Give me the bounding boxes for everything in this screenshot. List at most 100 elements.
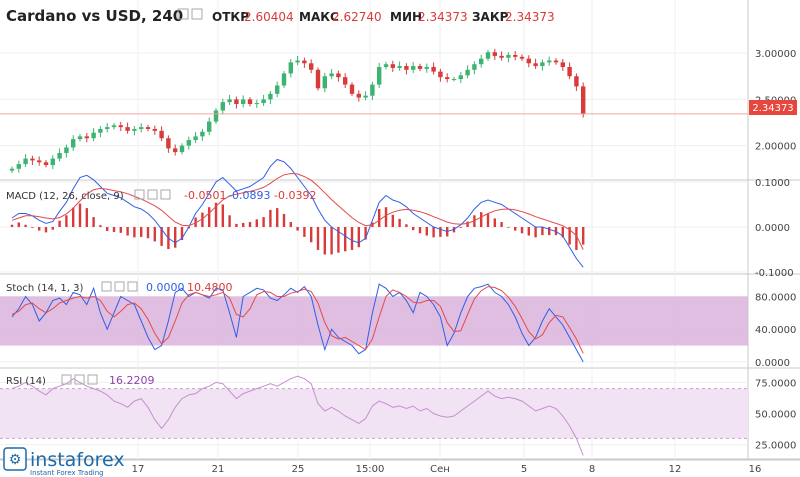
macd-histogram-bar [548, 227, 551, 236]
macd-histogram-bar [72, 207, 75, 227]
macd-histogram-bar [242, 222, 245, 227]
macd-histogram-bar [507, 227, 510, 228]
candle-body [309, 63, 314, 70]
macd-histogram-bar [17, 222, 20, 227]
macd-histogram-bar [412, 227, 415, 231]
macd-histogram-bar [208, 207, 211, 227]
macd-histogram-bar [58, 220, 61, 227]
candle-body [288, 62, 293, 74]
macd-histogram-bar [310, 227, 313, 243]
macd-histogram-bar [160, 227, 163, 246]
candle-body [254, 103, 259, 105]
candle-body [581, 86, 586, 115]
candle-body [105, 127, 110, 129]
stoch-band [0, 296, 748, 346]
macd-histogram-bar [541, 227, 544, 236]
candle-body [356, 93, 361, 98]
candle-body [329, 73, 334, 77]
x-tick-label: 16 [749, 464, 762, 475]
macd-histogram-bar [255, 219, 258, 227]
macd-histogram-bar [269, 209, 272, 227]
macd-histogram-bar [235, 223, 238, 227]
macd-histogram-bar [480, 212, 483, 227]
macd-histogram-bar [405, 224, 408, 227]
macd-histogram-bar [350, 227, 354, 250]
candle-body [118, 125, 123, 128]
rsi-band [0, 388, 748, 439]
x-tick-label: 21 [212, 464, 225, 475]
macd-histogram-bar [10, 224, 14, 227]
x-tick-label: 8 [589, 464, 595, 475]
candle-body [166, 138, 171, 149]
macd-histogram-bar [418, 227, 422, 234]
candle-body [152, 128, 157, 131]
macd-histogram-bar [364, 227, 367, 240]
candle-body [91, 132, 96, 139]
candle-body [553, 60, 559, 63]
candle-body [145, 127, 151, 129]
macd-histogram-bar [221, 204, 224, 227]
macd-histogram-bar [357, 227, 360, 248]
stoch-k-line [11, 283, 584, 363]
candle-body [71, 139, 76, 148]
candle-body [268, 93, 273, 100]
candle-body [322, 76, 327, 89]
macd-histogram-bar [432, 227, 435, 238]
stoch-d-line [11, 286, 584, 354]
macd-histogram-bar [384, 207, 388, 227]
candle-body [50, 158, 55, 166]
macd-histogram-bar [276, 208, 279, 227]
candle-body [540, 62, 545, 67]
macd-histogram-bar [391, 214, 394, 227]
candle-body [98, 128, 103, 133]
macd-histogram-bar [112, 227, 116, 232]
candle-body [247, 99, 253, 104]
x-tick-label: 12 [669, 464, 682, 475]
macd-histogram-bar [106, 227, 109, 232]
macd-histogram-bar [99, 225, 102, 227]
macd-histogram-bar [24, 224, 27, 227]
candle-body [275, 85, 280, 94]
candle-body [506, 54, 511, 58]
macd-histogram-bar [38, 227, 41, 231]
x-tick-label: 17 [132, 464, 145, 475]
macd-histogram-bar [174, 227, 177, 248]
macd-histogram-bar [262, 217, 265, 227]
candle-body [16, 164, 21, 169]
macd-histogram-bar [330, 227, 333, 255]
macd-histogram-bar [500, 222, 503, 227]
macd-histogram-bar [459, 227, 462, 228]
candle-body [411, 66, 416, 70]
candle-body [533, 63, 538, 67]
candle-body [111, 125, 117, 128]
macd-histogram-bar [133, 227, 136, 238]
macd-histogram-bar [153, 227, 156, 242]
candle-body [499, 55, 504, 58]
macd-histogram-bar [65, 215, 68, 227]
y-tick-label: 2.00000 [755, 142, 796, 153]
x-tick-label: 5 [521, 464, 527, 475]
candle-body [30, 158, 35, 161]
macd-histogram-bar [78, 203, 82, 227]
macd-histogram-bar [425, 227, 428, 236]
y-tick-label: -0.1000 [755, 268, 794, 279]
candle-body [479, 58, 484, 65]
candle-body [234, 99, 239, 104]
macd-histogram-bar [289, 222, 292, 227]
candle-body [43, 162, 49, 166]
candle-body [64, 147, 69, 154]
y-tick-label: 50.0000 [755, 410, 796, 421]
rsi-line [11, 375, 584, 456]
candle-body [451, 79, 457, 81]
macd-signal-line [11, 172, 584, 250]
macd-histogram-bar [214, 202, 218, 227]
candle-body [302, 60, 307, 64]
macd-histogram-bar [323, 227, 326, 255]
macd-histogram-bar [337, 227, 340, 253]
macd-histogram-bar [561, 227, 564, 238]
macd-histogram-bar [282, 213, 286, 227]
macd-histogram-bar [140, 227, 143, 237]
candle-body [567, 67, 572, 77]
candle-body [125, 127, 130, 131]
